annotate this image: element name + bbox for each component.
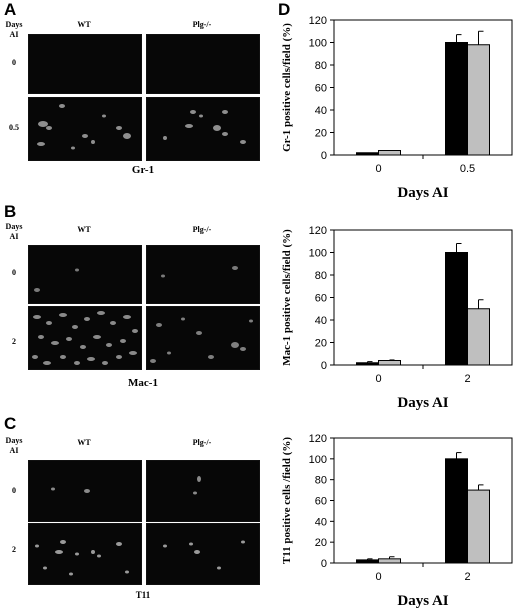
days-ai-header-a: Days AI [2,20,26,40]
bar [467,489,490,564]
y-tick-label: 40 [315,105,327,117]
y-tick-label: 60 [315,293,327,305]
days-header-word: Days [5,222,23,231]
x-tick-label: 0.5 [460,163,475,175]
days-header-word: Days [5,20,23,29]
days-header-word: Days [5,436,23,445]
y-tick-label: 40 [315,516,327,528]
bar [356,559,379,564]
bar [445,42,468,156]
x-axis-label: Days AI [397,593,448,609]
y-tick-label: 100 [309,38,327,50]
bar [378,558,401,564]
ai-header-word: AI [9,30,19,39]
micrograph-b-plg-day0 [146,245,260,304]
stained-cells [34,268,79,292]
y-tick-label: 60 [315,496,327,508]
col-label-wt-c: WT [77,438,91,447]
y-tick-label: 120 [309,15,327,27]
y-tick-label: 120 [309,433,327,445]
micrograph-a-wt-day0 [28,34,142,94]
y-tick-label: 80 [315,60,327,72]
y-tick-label: 20 [315,537,327,549]
stained-cells [51,487,90,493]
micrograph-b-wt-day2 [28,306,142,370]
y-tick-label: 100 [309,248,327,260]
stain-label-mac1: Mac-1 [128,377,158,389]
y-tick-label: 0 [321,558,327,570]
y-axis-label: T11 positive cells /field (%) [281,437,293,564]
stained-cells [163,110,246,144]
bar [467,308,490,366]
panel-label-c: C [4,414,17,433]
chart-mac1: 0 20 40 60 80 100 120 0 2 Days AI Mac-1 positive c… [281,225,513,411]
y-tick-label: 20 [315,338,327,350]
x-axis-label: Days AI [397,185,448,201]
row-label-b-0: 0 [12,268,16,277]
ai-header-word: AI [9,232,19,241]
stained-cells [163,540,245,570]
chart-gr1: 0 20 40 60 80 100 120 0 0.5 Days AI Gr-1 positive … [281,15,513,201]
bar [378,150,401,156]
stain-label-gr1: Gr-1 [131,164,155,176]
micrograph-b-wt-day0 [28,245,142,304]
y-axis-label: Gr-1 positive cells/field (%) [281,23,293,152]
micrograph-c-plg-day0 [146,460,260,522]
x-tick-label: 2 [464,373,470,385]
chart-t11: 0 20 40 60 80 100 120 0 2 Days AI T11 positive cel… [281,433,513,609]
bar [378,360,401,366]
stained-cells [193,476,201,495]
col-label-wt-a: WT [77,20,91,29]
days-ai-header-c: Days AI [2,436,26,456]
y-tick-label: 20 [315,128,327,140]
x-tick-label: 0 [375,373,381,385]
row-label-b-1: 2 [12,337,16,346]
row-label-a-0: 0 [12,58,16,67]
micrograph-c-plg-day2 [146,523,260,585]
y-tick-label: 100 [309,454,327,466]
bar [356,152,379,156]
y-tick-label: 120 [309,225,327,237]
micrograph-a-plg-day1 [146,97,260,161]
panel-label-b: B [4,202,17,221]
micrograph-c-wt-day2 [28,523,142,585]
stained-cells [150,317,253,363]
stained-cells [37,104,131,150]
x-tick-label: 0 [375,571,381,583]
stain-label-t11: T11 [135,590,151,600]
bar [356,362,379,366]
bar [445,458,468,564]
col-label-plg-a: Plg-/- [192,20,212,29]
x-axis-label: Days AI [397,395,448,411]
col-label-plg-b: Plg-/- [192,225,212,234]
row-label-c-1: 2 [12,545,16,554]
col-label-wt-b: WT [77,225,91,234]
col-label-plg-c: Plg-/- [192,438,212,447]
stained-cells [35,540,129,576]
y-axis-label: Mac-1 positive cells/field (%) [281,229,293,366]
y-tick-label: 40 [315,315,327,327]
y-tick-label: 0 [321,360,327,372]
y-tick-label: 60 [315,83,327,95]
y-tick-label: 80 [315,270,327,282]
micrograph-a-wt-day1 [28,97,142,161]
x-tick-label: 2 [464,571,470,583]
stained-cells [161,266,238,278]
row-label-a-1: 0.5 [9,123,19,132]
micrograph-c-wt-day0 [28,460,142,522]
bar [445,252,468,366]
micrograph-b-plg-day2 [146,306,260,370]
x-tick-label: 0 [375,163,381,175]
days-ai-header-b: Days AI [2,222,26,242]
stained-cells [32,311,138,365]
micrograph-a-plg-day0 [146,34,260,94]
panel-label-a: A [4,0,17,19]
bar [467,44,490,156]
y-tick-label: 0 [321,150,327,162]
row-label-c-0: 0 [12,486,16,495]
ai-header-word: AI [9,446,19,455]
y-tick-label: 80 [315,475,327,487]
panel-label-d: D [278,0,291,19]
